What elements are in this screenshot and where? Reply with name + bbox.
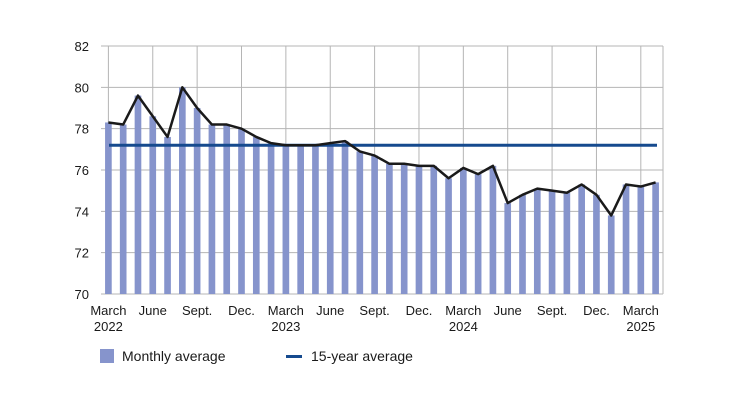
bar-monthly-average (282, 145, 290, 294)
bars (105, 87, 659, 295)
x-tick-label: June (316, 303, 344, 318)
bar-monthly-average (193, 108, 201, 294)
bar-monthly-average (208, 124, 216, 295)
x-tick-label: Sept. (182, 303, 212, 318)
x-tick-label: Sept. (359, 303, 389, 318)
legend-swatch-monthly-average (100, 349, 114, 363)
bar-monthly-average (356, 151, 364, 294)
x-tick-label: Dec. (583, 303, 610, 318)
bar-monthly-average (312, 145, 319, 294)
legend: Monthly average 15-year average (100, 348, 700, 368)
y-tick-label: 72 (75, 246, 89, 261)
bar-monthly-average (415, 165, 423, 294)
bar-monthly-average (252, 136, 260, 294)
bar-monthly-average (119, 124, 127, 295)
bar-monthly-average (533, 188, 541, 294)
legend-label-monthly-average: Monthly average (122, 348, 226, 364)
bar-monthly-average (134, 95, 142, 294)
bar-monthly-average (622, 184, 630, 294)
x-axis-ticks: March 2022 June Sept. Dec. March 2023 June Sept.… (90, 303, 659, 334)
legend-swatch-fifteen-year-average (286, 354, 302, 358)
y-axis-ticks: 70 72 74 76 78 80 82 (75, 39, 89, 302)
x-tick-label: March 2022 (90, 303, 126, 334)
y-tick-label: 78 (75, 122, 89, 137)
bar-monthly-average (519, 194, 526, 294)
x-tick-label: Dec. (406, 303, 433, 318)
x-tick-label: Dec. (228, 303, 255, 318)
bar-monthly-average (430, 165, 438, 294)
bar-monthly-average (548, 190, 556, 294)
x-tick-label: March 2024 (445, 303, 481, 334)
legend-label-fifteen-year-average: 15-year average (311, 348, 413, 364)
bar-monthly-average (105, 122, 112, 294)
x-tick-label: March 2023 (268, 303, 304, 334)
bar-monthly-average (593, 194, 600, 294)
y-tick-label: 80 (75, 80, 89, 95)
bar-monthly-average (474, 174, 482, 294)
bar-monthly-average (326, 143, 334, 294)
y-tick-label: 76 (75, 163, 89, 178)
bar-monthly-average (578, 184, 585, 294)
legend-item-fifteen-year-average: 15-year average (286, 348, 413, 364)
bar-monthly-average (460, 167, 467, 294)
bar-monthly-average (223, 124, 231, 295)
bar-monthly-average (341, 141, 349, 294)
bar-monthly-average (179, 87, 186, 294)
bar-monthly-average (297, 145, 304, 294)
x-tick-label: March 2025 (623, 303, 659, 334)
bar-monthly-average (445, 178, 452, 294)
monthly-average-line (108, 86, 656, 217)
bar-monthly-average (267, 143, 275, 294)
x-tick-label: Sept. (537, 303, 567, 318)
bar-monthly-average (238, 128, 245, 294)
y-tick-label: 74 (75, 204, 89, 219)
bar-monthly-average (149, 116, 157, 295)
bar-monthly-average (489, 165, 497, 294)
bar-monthly-average (652, 182, 659, 294)
bar-monthly-average (607, 215, 615, 294)
legend-item-monthly-average: Monthly average (100, 348, 226, 364)
y-tick-label: 82 (75, 39, 89, 54)
bar-monthly-average (504, 203, 512, 294)
bar-monthly-average (386, 163, 393, 294)
bar-monthly-average (563, 192, 571, 294)
bar-monthly-average (637, 186, 645, 294)
y-tick-label: 70 (75, 287, 89, 302)
bar-monthly-average (164, 136, 171, 294)
x-tick-label: June (494, 303, 522, 318)
x-tick-label: June (139, 303, 167, 318)
bar-monthly-average (371, 155, 378, 294)
bar-monthly-average (400, 163, 408, 294)
line-monthly-average (108, 86, 656, 217)
